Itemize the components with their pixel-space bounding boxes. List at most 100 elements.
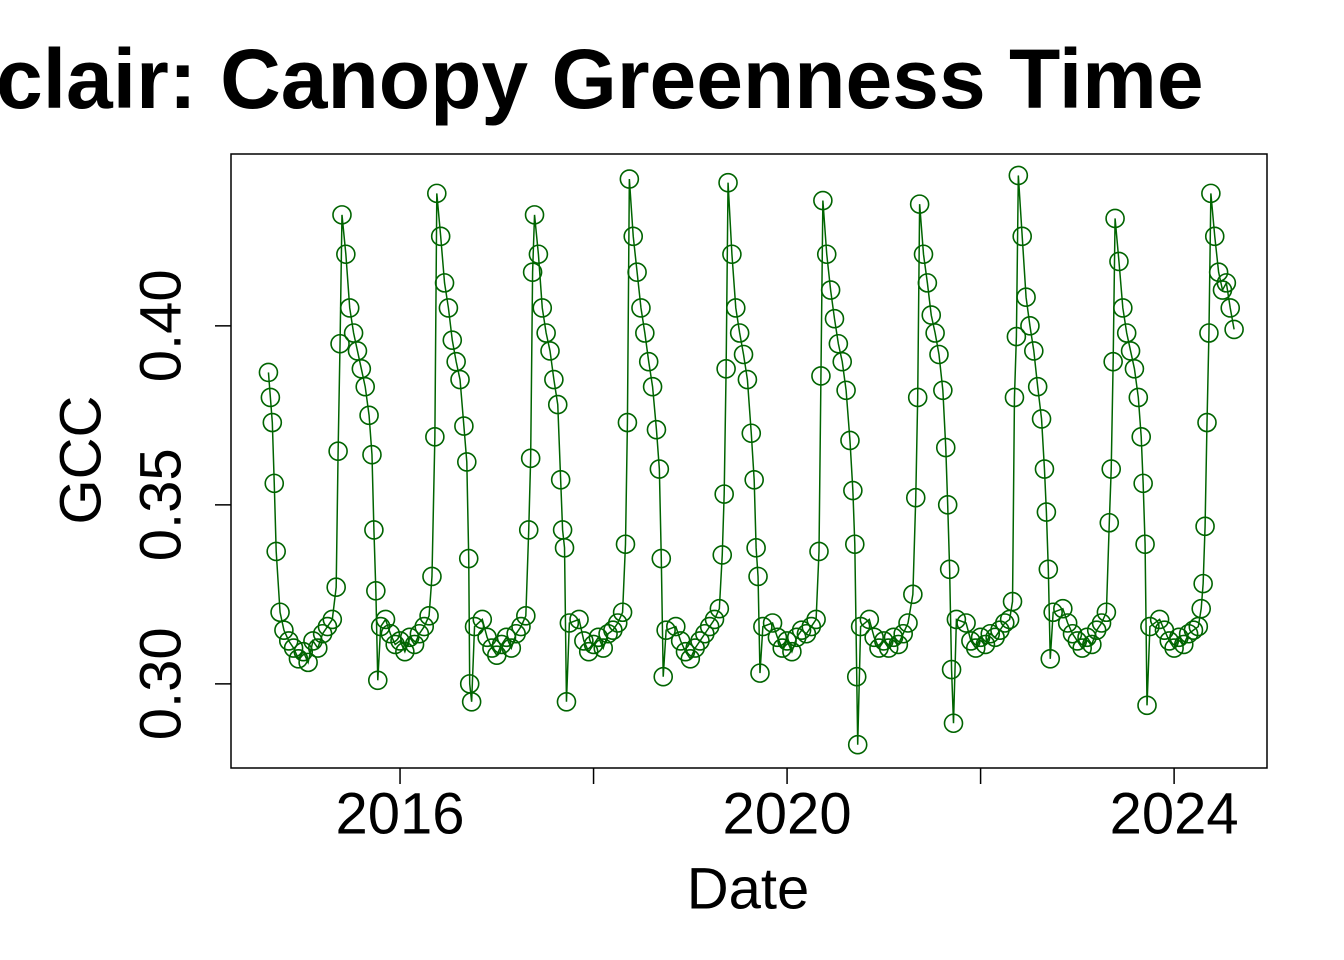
data-point — [917, 273, 938, 293]
y-tick-label: 0.35 — [128, 448, 193, 561]
data-point — [1099, 512, 1120, 533]
data-point — [646, 419, 667, 440]
x-axis-label: Date — [687, 856, 810, 921]
data-point — [893, 623, 913, 644]
data-point — [1164, 638, 1184, 658]
data-point — [1216, 273, 1237, 293]
data-point — [380, 623, 401, 644]
data-point — [615, 534, 636, 555]
data-point — [520, 448, 541, 469]
data-point — [458, 548, 479, 569]
data-point — [649, 459, 670, 479]
data-point — [627, 262, 647, 282]
data-point — [762, 613, 783, 633]
data-point — [737, 369, 758, 390]
data-point — [820, 280, 841, 300]
data-point — [1020, 316, 1040, 336]
data-point — [422, 566, 442, 587]
data-point — [518, 520, 539, 540]
data-point — [813, 190, 833, 211]
y-axis-label: GCC — [48, 396, 113, 525]
data-point — [965, 638, 986, 658]
data-point — [714, 484, 734, 504]
data-point — [653, 666, 674, 687]
data-point — [907, 387, 928, 408]
data-point — [811, 366, 831, 386]
data-point — [375, 609, 396, 630]
data-point — [623, 226, 644, 247]
data-point — [935, 437, 956, 458]
data-point — [355, 376, 376, 397]
data-point — [367, 670, 388, 691]
data-point — [994, 613, 1015, 633]
data-point — [528, 244, 549, 265]
data-point — [864, 627, 884, 648]
data-point — [1012, 226, 1032, 247]
data-point — [943, 713, 964, 734]
data-point — [939, 559, 960, 580]
data-point — [1124, 359, 1145, 379]
data-point — [832, 351, 853, 372]
data-point — [782, 641, 802, 662]
data-point — [522, 262, 543, 282]
data-point — [1031, 409, 1052, 429]
data-point — [293, 641, 314, 662]
data-point — [905, 487, 926, 508]
data-point — [496, 627, 517, 648]
data-point — [593, 638, 614, 658]
data-point — [264, 473, 285, 494]
data-point — [878, 638, 899, 658]
data-point — [450, 369, 470, 390]
data-point — [516, 606, 536, 626]
data-point — [427, 183, 447, 204]
data-point — [1197, 412, 1217, 433]
data-point — [607, 613, 628, 633]
data-point — [307, 638, 328, 658]
data-point — [1140, 616, 1160, 637]
data-point — [540, 341, 560, 361]
data-point — [419, 606, 439, 626]
data-point — [260, 387, 281, 408]
data-point — [336, 244, 356, 265]
data-point — [716, 359, 736, 379]
data-point — [631, 298, 651, 318]
data-point — [729, 323, 750, 343]
data-point — [434, 273, 455, 293]
data-point — [791, 620, 812, 640]
data-point — [554, 538, 575, 558]
x-tick-label: 2020 — [723, 781, 852, 846]
data-point — [1220, 298, 1241, 318]
data-point — [328, 441, 348, 461]
data-point — [929, 344, 949, 365]
data-point — [1043, 602, 1063, 623]
data-point — [1128, 387, 1149, 408]
data-point — [937, 495, 958, 515]
y-tick-label: 0.30 — [128, 627, 193, 740]
data-point — [709, 598, 730, 619]
data-point — [933, 380, 953, 401]
data-point — [274, 620, 294, 640]
data-point — [550, 469, 571, 490]
data-point — [656, 620, 676, 640]
data-point — [1135, 534, 1155, 555]
data-point — [980, 623, 1001, 644]
data-point — [718, 172, 738, 193]
data-point — [430, 226, 451, 247]
data-point — [1191, 598, 1212, 619]
data-point — [680, 649, 701, 669]
data-point — [511, 616, 531, 637]
data-point — [359, 405, 379, 426]
data-point — [859, 609, 880, 630]
data-point — [366, 580, 386, 601]
data-point — [746, 538, 766, 558]
data-point — [975, 634, 996, 655]
data-point — [362, 444, 382, 465]
data-point — [941, 659, 962, 680]
data-point — [666, 616, 686, 637]
data-point — [1091, 613, 1112, 633]
data-point — [532, 298, 553, 318]
data-point — [840, 430, 860, 451]
data-point — [414, 616, 435, 637]
data-point — [836, 380, 856, 401]
